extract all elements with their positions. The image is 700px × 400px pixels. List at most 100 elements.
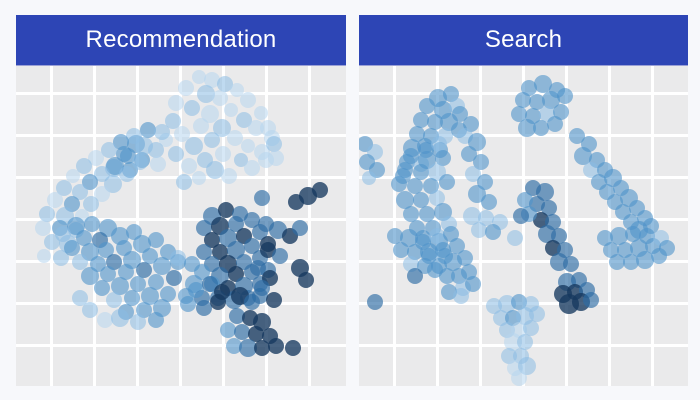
scatter-point — [533, 120, 549, 136]
scatter-point — [248, 326, 264, 342]
scatter-point — [529, 94, 545, 110]
scatter-point — [254, 340, 270, 356]
scatter-point — [636, 251, 654, 269]
scatter-canvas — [35, 70, 328, 357]
scatter-point — [221, 168, 237, 184]
scatter-point — [130, 276, 146, 292]
scatter-point — [178, 80, 194, 96]
scatter-point — [272, 248, 288, 264]
scatter-point — [193, 118, 209, 134]
scatter-point — [312, 182, 328, 198]
scatter-point — [461, 146, 477, 162]
scatter-point — [141, 287, 159, 305]
scatter-point — [229, 308, 245, 324]
scatter-point — [82, 302, 98, 318]
scatter-point — [415, 230, 431, 246]
scatter-point — [513, 208, 529, 224]
scatter-point — [44, 234, 60, 250]
scatter-point — [196, 220, 212, 236]
scatter-point — [120, 148, 136, 164]
scatter-point — [407, 178, 423, 194]
scatter-point — [135, 137, 153, 155]
scatter-point — [227, 241, 245, 259]
scatter-point — [417, 138, 433, 154]
scatter-point — [212, 90, 228, 106]
scatter-point — [443, 226, 459, 242]
scatter-point — [517, 192, 533, 208]
scatter-point — [439, 174, 455, 190]
scatter-point — [409, 126, 425, 142]
scatter-point — [118, 264, 134, 280]
scatter-point — [250, 260, 266, 276]
panel-title-banner: Search — [359, 15, 688, 66]
scatter-point — [56, 180, 72, 196]
scatter-point — [463, 207, 481, 225]
scatter-point — [184, 256, 200, 272]
panel-title-banner: Recommendation — [16, 15, 346, 66]
scatter-point — [423, 178, 439, 194]
scatter-point — [659, 240, 675, 256]
scatter-point — [202, 276, 218, 292]
scatter-point — [160, 286, 176, 302]
scatter-point — [174, 126, 190, 142]
scatter-point — [254, 190, 270, 206]
scatter-point — [53, 250, 69, 266]
scatter-point — [230, 83, 244, 97]
scatter-point — [148, 274, 164, 290]
panel-recommendation: Recommendation — [16, 15, 346, 386]
scatter-point — [625, 226, 641, 242]
panel-search: Search — [359, 15, 688, 386]
scatter-point — [367, 294, 383, 310]
scatter-point — [393, 242, 409, 258]
scatter-point — [168, 146, 184, 162]
scatter-point — [609, 254, 625, 270]
scatter-point — [518, 357, 536, 375]
scatter-point — [443, 86, 459, 102]
scatter-point — [417, 258, 433, 274]
scatter-point — [468, 133, 486, 151]
scatter-point — [111, 309, 129, 327]
scatter-point — [240, 92, 256, 108]
scatter-point — [39, 206, 55, 222]
scatter-point — [72, 254, 88, 270]
scatter-point — [47, 192, 63, 208]
scatter-point — [413, 192, 429, 208]
scatter-point — [557, 88, 573, 104]
scatter-point — [94, 280, 110, 296]
scatter-point — [465, 166, 481, 182]
scatter-point — [542, 91, 560, 109]
scatter-point — [362, 171, 376, 185]
scatter-point — [266, 136, 282, 152]
recommendation-scatter-plot — [16, 66, 346, 386]
scatter-point — [427, 114, 443, 130]
scatter-point — [569, 128, 585, 144]
scatter-point — [82, 174, 98, 190]
scatter-point — [533, 212, 549, 228]
scatter-point — [511, 294, 527, 310]
scatter-point — [244, 238, 260, 254]
scatter-canvas — [359, 75, 675, 386]
scatter-point — [471, 222, 487, 238]
scatter-point — [400, 229, 418, 247]
scatter-point — [248, 120, 264, 136]
scatter-point — [493, 310, 509, 326]
scatter-point — [236, 112, 252, 128]
scatter-point — [37, 249, 51, 263]
scatter-point — [180, 296, 196, 312]
scatter-point — [507, 230, 523, 246]
scatter-point — [244, 160, 260, 176]
scatter-point — [429, 228, 445, 244]
scatter-point — [501, 348, 517, 364]
scatter-point — [67, 217, 85, 235]
scatter-point — [529, 306, 545, 322]
scatter-point — [292, 220, 308, 236]
scatter-point — [132, 154, 148, 170]
scatter-point — [104, 175, 122, 193]
scatter-point — [88, 150, 104, 166]
scatter-point — [72, 184, 88, 200]
scatter-point — [83, 196, 99, 212]
scatter-point — [413, 112, 429, 128]
scatter-point — [170, 250, 186, 266]
scatter-point — [100, 266, 116, 282]
scatter-point — [244, 212, 260, 228]
